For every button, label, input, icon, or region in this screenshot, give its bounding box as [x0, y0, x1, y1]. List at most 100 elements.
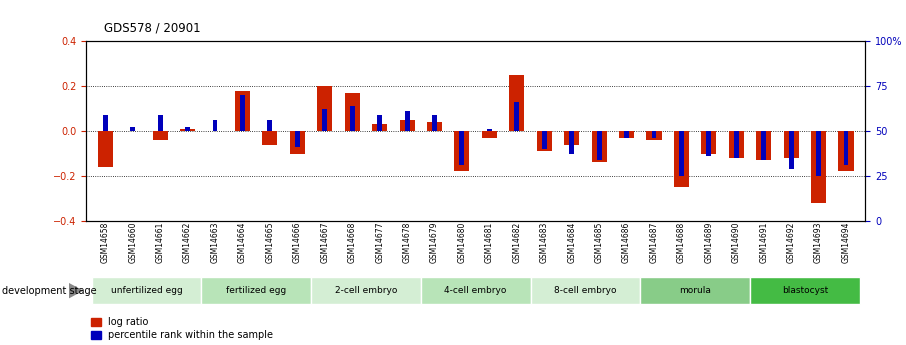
Bar: [459, 131, 465, 165]
Text: GSM14687: GSM14687: [650, 222, 659, 263]
Bar: [377, 115, 382, 131]
Bar: [213, 120, 217, 131]
Text: GSM14679: GSM14679: [430, 222, 439, 263]
Text: fertilized egg: fertilized egg: [226, 286, 286, 295]
Bar: [564, 131, 579, 145]
Text: GSM14658: GSM14658: [101, 222, 110, 263]
Bar: [235, 91, 250, 131]
Text: GSM14694: GSM14694: [842, 222, 851, 263]
Text: GSM14690: GSM14690: [732, 222, 741, 263]
Text: GSM14663: GSM14663: [210, 222, 219, 263]
Text: GSM14680: GSM14680: [458, 222, 467, 263]
FancyBboxPatch shape: [201, 277, 311, 304]
Text: GSM14666: GSM14666: [293, 222, 302, 263]
Bar: [647, 131, 661, 140]
Text: 2-cell embryo: 2-cell embryo: [334, 286, 397, 295]
Bar: [536, 131, 552, 151]
Bar: [789, 131, 794, 169]
Text: GSM14664: GSM14664: [238, 222, 247, 263]
Text: GSM14693: GSM14693: [814, 222, 823, 263]
Text: GSM14677: GSM14677: [375, 222, 384, 263]
Legend: log ratio, percentile rank within the sample: log ratio, percentile rank within the sa…: [91, 317, 274, 340]
Text: 8-cell embryo: 8-cell embryo: [554, 286, 617, 295]
Bar: [158, 115, 162, 131]
Bar: [482, 131, 496, 138]
Text: GSM14688: GSM14688: [677, 222, 686, 263]
Bar: [180, 129, 195, 131]
Text: GSM14682: GSM14682: [512, 222, 521, 263]
Bar: [427, 122, 442, 131]
Text: GSM14686: GSM14686: [622, 222, 631, 263]
Bar: [185, 127, 190, 131]
Bar: [98, 131, 113, 167]
Bar: [323, 109, 327, 131]
Bar: [619, 131, 634, 138]
Bar: [569, 131, 574, 154]
Bar: [624, 131, 629, 138]
Bar: [679, 131, 684, 176]
Text: GSM14667: GSM14667: [320, 222, 329, 263]
Bar: [487, 129, 492, 131]
Text: GSM14692: GSM14692: [786, 222, 795, 263]
Bar: [263, 131, 277, 145]
Bar: [515, 102, 519, 131]
Bar: [734, 131, 738, 158]
Text: GSM14660: GSM14660: [129, 222, 137, 263]
Bar: [400, 120, 415, 131]
Text: GSM14665: GSM14665: [265, 222, 275, 263]
Text: GSM14662: GSM14662: [183, 222, 192, 263]
Bar: [597, 131, 602, 160]
Bar: [350, 106, 354, 131]
Bar: [843, 131, 849, 165]
Bar: [761, 131, 766, 160]
Bar: [432, 115, 437, 131]
FancyBboxPatch shape: [311, 277, 420, 304]
Text: GSM14689: GSM14689: [704, 222, 713, 263]
Bar: [651, 131, 657, 138]
Text: 4-cell embryo: 4-cell embryo: [445, 286, 506, 295]
Text: GSM14681: GSM14681: [485, 222, 494, 263]
Text: blastocyst: blastocyst: [782, 286, 828, 295]
Text: GSM14685: GSM14685: [594, 222, 603, 263]
Bar: [294, 131, 300, 147]
Text: GSM14691: GSM14691: [759, 222, 768, 263]
FancyBboxPatch shape: [531, 277, 641, 304]
Bar: [784, 131, 799, 158]
Bar: [811, 131, 826, 203]
Bar: [344, 93, 360, 131]
Text: GSM14684: GSM14684: [567, 222, 576, 263]
Bar: [674, 131, 689, 187]
Bar: [130, 127, 135, 131]
Bar: [240, 95, 245, 131]
Bar: [455, 131, 469, 171]
FancyBboxPatch shape: [641, 277, 750, 304]
Bar: [816, 131, 821, 176]
Text: development stage: development stage: [2, 286, 96, 296]
Bar: [701, 131, 717, 154]
Text: GSM14668: GSM14668: [348, 222, 357, 263]
Bar: [152, 131, 168, 140]
Bar: [757, 131, 771, 160]
Text: morula: morula: [680, 286, 711, 295]
Bar: [102, 115, 108, 131]
Bar: [267, 120, 273, 131]
Bar: [542, 131, 546, 149]
Text: GSM14661: GSM14661: [156, 222, 165, 263]
Bar: [372, 125, 387, 131]
Bar: [728, 131, 744, 158]
Bar: [707, 131, 711, 156]
FancyBboxPatch shape: [420, 277, 531, 304]
Bar: [405, 111, 410, 131]
FancyBboxPatch shape: [92, 277, 201, 304]
FancyBboxPatch shape: [750, 277, 860, 304]
Text: GDS578 / 20901: GDS578 / 20901: [104, 21, 201, 34]
Text: GSM14678: GSM14678: [402, 222, 411, 263]
Bar: [290, 131, 304, 154]
Text: GSM14683: GSM14683: [540, 222, 549, 263]
Bar: [592, 131, 607, 162]
Polygon shape: [69, 283, 83, 298]
Bar: [838, 131, 853, 171]
Bar: [509, 75, 525, 131]
Bar: [317, 86, 333, 131]
Text: unfertilized egg: unfertilized egg: [111, 286, 182, 295]
